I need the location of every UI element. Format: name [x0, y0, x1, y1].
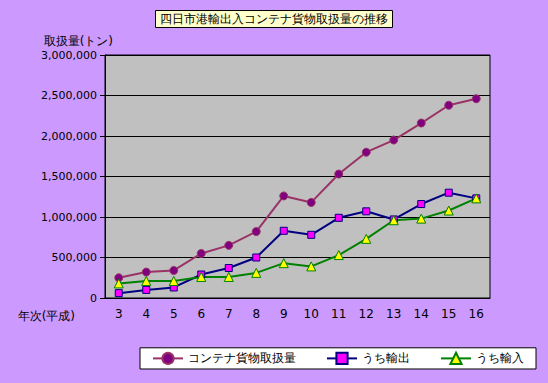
svg-text:コンテナ貨物取扱量: コンテナ貨物取扱量	[188, 351, 296, 365]
svg-text:14: 14	[414, 307, 429, 321]
svg-text:うち輸入: うち輸入	[476, 351, 524, 365]
svg-text:1,500,000: 1,500,000	[41, 170, 97, 183]
svg-text:5: 5	[170, 307, 178, 321]
svg-text:1,000,000: 1,000,000	[41, 211, 97, 224]
svg-text:6: 6	[197, 307, 205, 321]
svg-text:15: 15	[441, 307, 456, 321]
svg-text:3: 3	[115, 307, 123, 321]
svg-text:取扱量(トン): 取扱量(トン)	[44, 34, 113, 48]
svg-text:2,500,000: 2,500,000	[41, 89, 97, 102]
svg-text:8: 8	[252, 307, 260, 321]
svg-text:3,000,000: 3,000,000	[41, 49, 97, 62]
svg-text:13: 13	[386, 307, 401, 321]
svg-text:10: 10	[304, 307, 319, 321]
svg-text:4: 4	[142, 307, 150, 321]
svg-text:2,000,000: 2,000,000	[41, 130, 97, 143]
svg-text:四日市港輸出入コンテナ貨物取扱量の推移: 四日市港輸出入コンテナ貨物取扱量の推移	[160, 12, 388, 26]
svg-text:16: 16	[469, 307, 484, 321]
svg-text:9: 9	[280, 307, 288, 321]
svg-text:7: 7	[225, 307, 233, 321]
svg-text:0: 0	[90, 292, 97, 305]
svg-text:うち輸出: うち輸出	[362, 351, 410, 365]
svg-text:年次(平成): 年次(平成)	[18, 309, 75, 323]
svg-text:11: 11	[331, 307, 346, 321]
svg-text:500,000: 500,000	[52, 251, 98, 264]
svg-text:12: 12	[359, 307, 374, 321]
